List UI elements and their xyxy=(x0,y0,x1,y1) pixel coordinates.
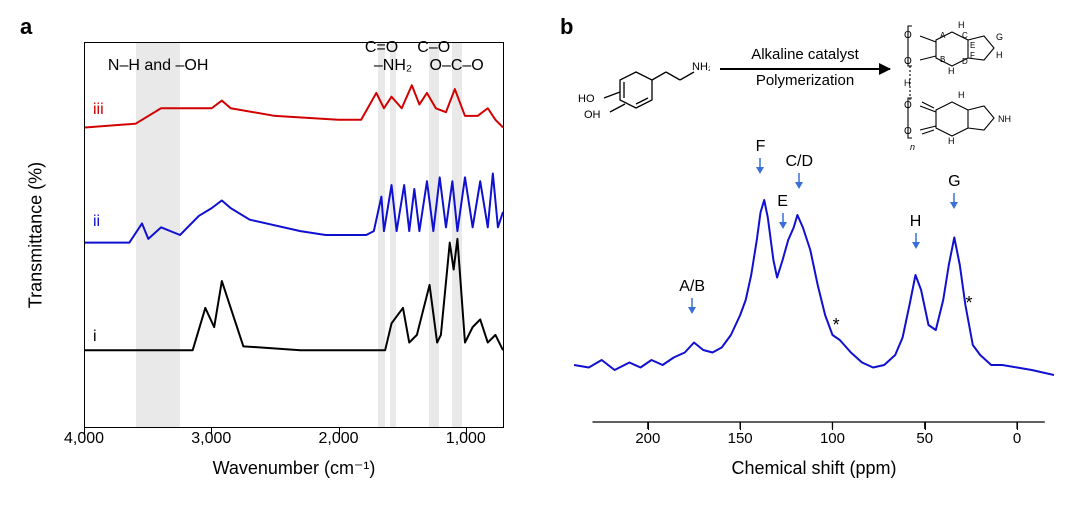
arrow-down-icon xyxy=(754,158,766,174)
nmr-spectrum xyxy=(574,200,1054,375)
arrow-down-icon xyxy=(793,173,805,189)
panel-b-xlabel: Chemical shift (ppm) xyxy=(731,458,896,479)
arrow-down-icon xyxy=(910,233,922,249)
ir-band-label: N–H and –OH xyxy=(108,57,209,75)
nmr-peak-label: E xyxy=(777,193,788,211)
nmr-peak-label: A/B xyxy=(679,278,705,296)
molecule-dopamine: HO OH NH₂ xyxy=(576,60,710,124)
nmr-peak-label: H xyxy=(910,213,922,231)
ir-trace-ii xyxy=(85,174,503,243)
svg-text:D: D xyxy=(962,57,968,66)
panel-a-label: a xyxy=(20,14,32,40)
svg-text:H: H xyxy=(958,20,965,30)
panel-b-xtick: 0 xyxy=(1013,430,1021,447)
reaction-text-top: Alkaline catalyst xyxy=(751,46,859,63)
panel-b-xtick: 150 xyxy=(728,430,753,447)
svg-text:H: H xyxy=(948,136,955,146)
arrow-down-icon xyxy=(777,213,789,229)
panel-b-xtick: 100 xyxy=(820,430,845,447)
nmr-star-marker: * xyxy=(833,315,840,336)
panel-a-ylabel: Transmittance (%) xyxy=(26,162,47,308)
svg-text:B: B xyxy=(940,55,945,64)
arrow-down-icon xyxy=(686,298,698,314)
trace-i-label: i xyxy=(93,328,97,346)
molecule-polydopamine: G H H H O O H O O NH H H A B C xyxy=(904,18,1074,168)
svg-text:H: H xyxy=(948,66,955,76)
trace-iii-label: iii xyxy=(93,101,104,119)
ir-trace-i xyxy=(85,239,503,350)
ir-trace-iii xyxy=(85,85,503,127)
nmr-peak-label: C/D xyxy=(785,153,813,171)
nmr-peak-label: G xyxy=(948,173,960,191)
svg-text:H: H xyxy=(958,90,965,100)
svg-text:HO: HO xyxy=(578,93,595,105)
svg-text:A: A xyxy=(940,31,946,40)
svg-text:E: E xyxy=(970,41,975,50)
svg-text:NH₂: NH₂ xyxy=(692,61,710,73)
ir-band-label: C–O xyxy=(417,39,450,57)
panel-a-plot: iii ii i N–H and –OH C=O–NH₂ C–OO–C–O xyxy=(84,42,504,428)
svg-text:NH: NH xyxy=(998,114,1011,124)
panel-b-xtick: 50 xyxy=(916,430,933,447)
panel-b-plot xyxy=(574,160,1054,440)
svg-text:G: G xyxy=(996,32,1003,42)
nmr-star-marker: * xyxy=(966,293,973,314)
nmr-peak-label: F xyxy=(756,138,766,156)
reaction-arrow xyxy=(720,68,890,70)
svg-text:C: C xyxy=(962,31,968,40)
ir-band-label: –NH₂ xyxy=(374,57,412,75)
svg-text:F: F xyxy=(970,51,975,60)
reaction-text-bottom: Polymerization xyxy=(756,72,854,89)
panel-a-xlabel: Wavenumber (cm⁻¹) xyxy=(213,458,376,479)
ir-band-label: O–C–O xyxy=(430,57,484,75)
svg-text:OH: OH xyxy=(584,109,601,121)
ir-band-label: C=O xyxy=(365,39,398,57)
trace-ii-label: ii xyxy=(93,213,100,231)
panel-b-label: b xyxy=(560,14,573,40)
svg-text:n: n xyxy=(910,142,915,152)
svg-text:H: H xyxy=(996,50,1003,60)
arrow-down-icon xyxy=(948,193,960,209)
panel-b-xtick: 200 xyxy=(635,430,660,447)
svg-text:H: H xyxy=(904,78,911,88)
